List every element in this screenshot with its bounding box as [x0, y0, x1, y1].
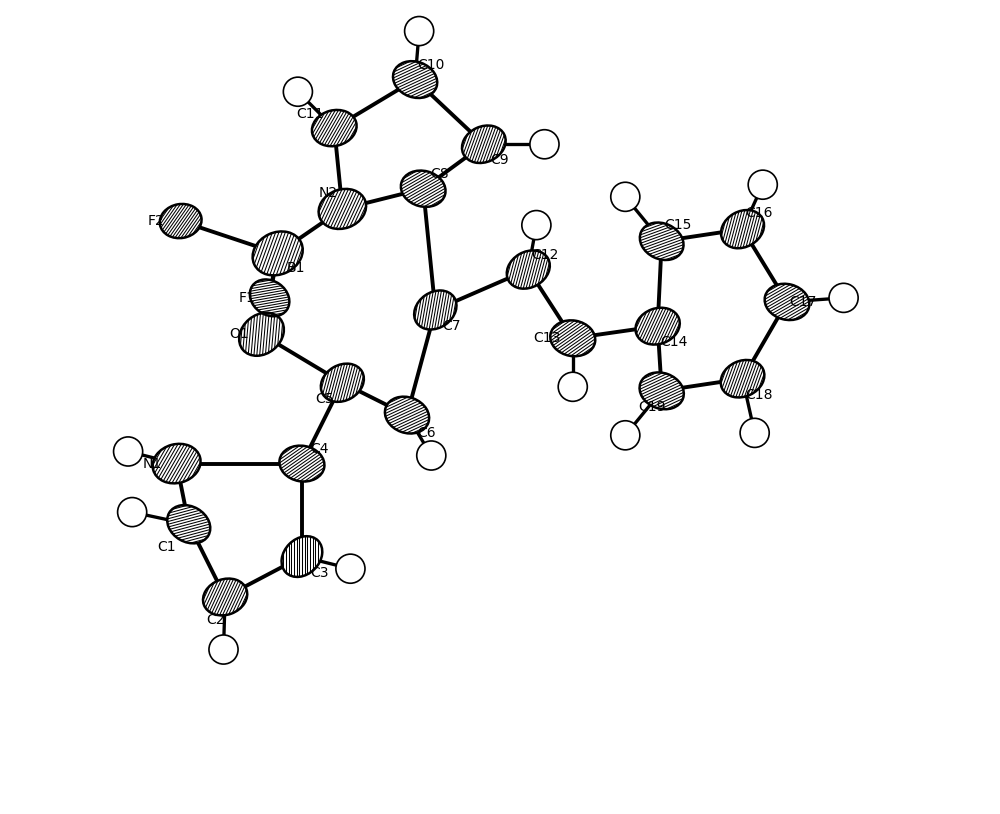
- Text: F2: F2: [148, 214, 165, 228]
- Circle shape: [558, 372, 587, 401]
- Text: F1: F1: [239, 291, 255, 305]
- Circle shape: [114, 437, 143, 466]
- Circle shape: [829, 283, 858, 313]
- Circle shape: [417, 441, 446, 470]
- Ellipse shape: [319, 189, 366, 229]
- Circle shape: [522, 211, 551, 239]
- Circle shape: [118, 497, 147, 527]
- Ellipse shape: [153, 444, 201, 484]
- Text: O1: O1: [229, 327, 249, 341]
- Ellipse shape: [203, 579, 247, 615]
- Ellipse shape: [312, 110, 357, 147]
- Ellipse shape: [550, 321, 595, 357]
- Text: C18: C18: [745, 388, 772, 402]
- Text: C6: C6: [417, 426, 436, 440]
- Text: C16: C16: [745, 206, 772, 220]
- Ellipse shape: [507, 251, 550, 289]
- Circle shape: [209, 635, 238, 664]
- Ellipse shape: [414, 291, 456, 330]
- Ellipse shape: [721, 360, 764, 397]
- Ellipse shape: [160, 204, 202, 239]
- Text: C13: C13: [533, 331, 561, 345]
- Ellipse shape: [167, 505, 210, 543]
- Ellipse shape: [401, 171, 446, 207]
- Ellipse shape: [640, 222, 684, 260]
- Ellipse shape: [239, 313, 284, 356]
- Ellipse shape: [282, 536, 322, 577]
- Ellipse shape: [636, 308, 680, 344]
- Ellipse shape: [321, 364, 364, 402]
- Ellipse shape: [721, 210, 764, 248]
- Circle shape: [283, 77, 312, 107]
- Circle shape: [530, 129, 559, 159]
- Text: C14: C14: [660, 335, 688, 349]
- Ellipse shape: [250, 279, 289, 317]
- Ellipse shape: [253, 231, 303, 275]
- Text: C12: C12: [531, 248, 558, 262]
- Text: C8: C8: [430, 167, 449, 182]
- Ellipse shape: [393, 61, 437, 98]
- Text: C5: C5: [315, 392, 334, 406]
- Circle shape: [748, 170, 777, 199]
- Text: C7: C7: [442, 319, 461, 333]
- Circle shape: [611, 421, 640, 450]
- Ellipse shape: [462, 125, 506, 163]
- Text: C15: C15: [664, 218, 692, 232]
- Text: N1: N1: [143, 457, 162, 470]
- Text: C4: C4: [310, 442, 329, 456]
- Text: C10: C10: [418, 58, 445, 72]
- Text: C1: C1: [157, 540, 175, 554]
- Text: C17: C17: [789, 295, 817, 309]
- Text: B1: B1: [286, 261, 305, 275]
- Ellipse shape: [640, 373, 684, 409]
- Ellipse shape: [765, 284, 809, 320]
- Text: C11: C11: [296, 107, 324, 120]
- Ellipse shape: [385, 396, 429, 434]
- Text: C3: C3: [310, 566, 329, 580]
- Circle shape: [405, 16, 434, 46]
- Text: C9: C9: [491, 153, 509, 168]
- Text: C2: C2: [206, 613, 225, 627]
- Text: C19: C19: [638, 400, 666, 414]
- Circle shape: [336, 554, 365, 584]
- Text: N2: N2: [318, 186, 337, 199]
- Ellipse shape: [279, 445, 324, 482]
- Circle shape: [611, 182, 640, 212]
- Circle shape: [740, 418, 769, 448]
